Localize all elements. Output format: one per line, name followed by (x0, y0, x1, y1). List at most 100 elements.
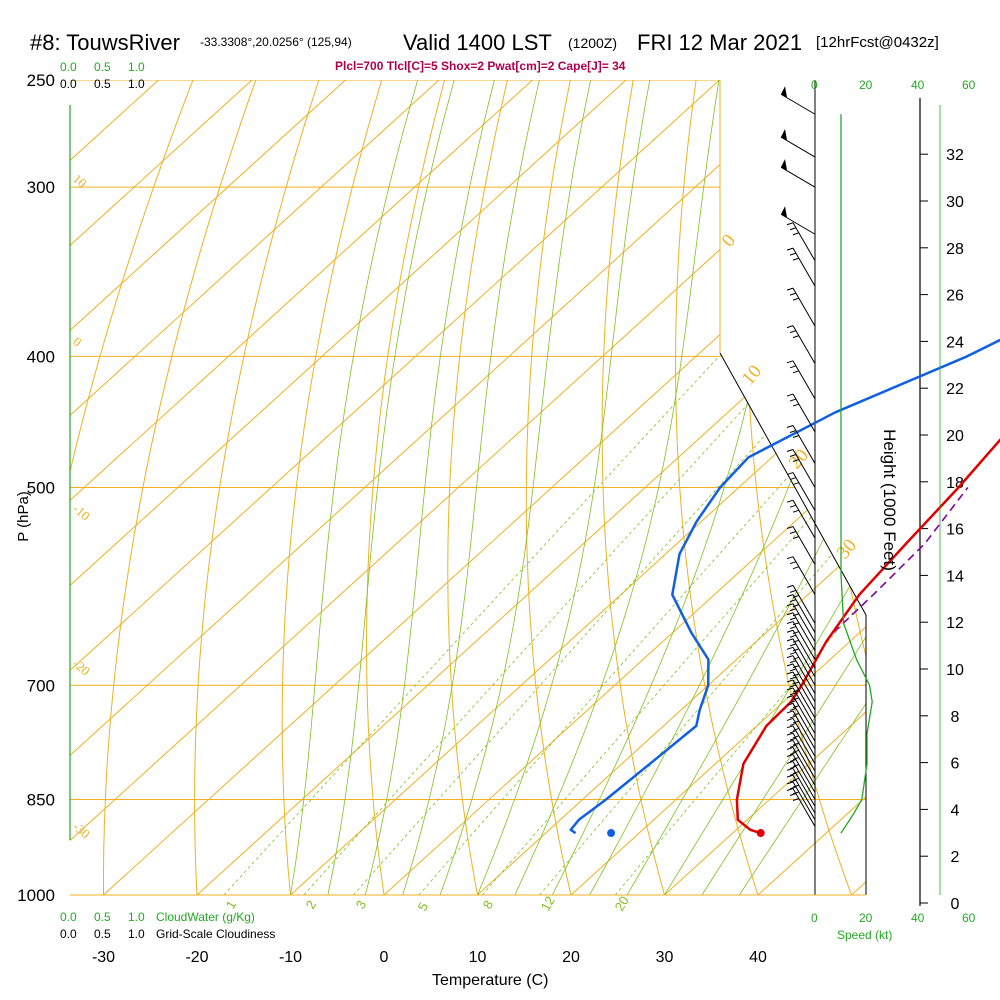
wind-barb-feather-740-2 (792, 689, 800, 693)
wind-barb-feather-570-0 (786, 526, 794, 530)
mixing-ratio-20 (614, 356, 866, 895)
wind-barb-feather-430-2 (792, 370, 800, 374)
wind-barb-380 (792, 287, 816, 327)
forecast-run: [12hrFcst@0432z] (816, 34, 939, 51)
wind-barb-455 (792, 393, 816, 433)
height-tick-20: 20 (946, 428, 964, 445)
speed-tick-bottom-2: 40 (911, 911, 925, 925)
wind-barb-feather-720-1 (789, 668, 797, 672)
wind-barb-flag-265 (781, 86, 787, 98)
wind-barb-feather-340-0 (786, 222, 794, 226)
isotherm-label-0: 0 (718, 230, 740, 251)
x-tick-40: 40 (749, 949, 767, 966)
dry-adiabat-30 (601, 80, 665, 895)
dry-adiabat--40 (70, 80, 194, 895)
wind-barb-430 (792, 360, 816, 400)
cloudiness-label: Grid-Scale Cloudiness (156, 927, 276, 941)
wind-barb-feather-710-0 (786, 655, 794, 659)
moist-adiabat-2 (402, 80, 540, 895)
wind-barb-feather-750-2 (792, 697, 800, 701)
mixing-ratio-12 (539, 356, 866, 895)
wind-barb-feather-660-2 (792, 622, 800, 626)
wind-barb-feather-880-0 (786, 781, 794, 785)
wind-barb-feather-430-0 (786, 360, 794, 364)
cloudiness-tick-bottom-1: 0.5 (94, 927, 111, 941)
wind-barb-405 (792, 325, 816, 364)
speed-label: Speed (kt) (837, 928, 893, 942)
wind-barb-feather-630-2 (792, 594, 800, 598)
wind-barb-feather-650-0 (786, 603, 794, 607)
moist-adiabat-38 (738, 80, 866, 895)
dry-adiabat-20 (525, 80, 572, 895)
cloudwater-tick-bottom-2: 1.0 (128, 910, 145, 924)
x-tick-20: 20 (562, 949, 580, 966)
wind-barb-520 (792, 472, 816, 511)
isotherm--60 (70, 80, 720, 895)
height-tick-14: 14 (946, 568, 964, 585)
wind-barb-feather-820-0 (786, 739, 794, 743)
wind-barb-feather-820-2 (792, 749, 800, 753)
wind-barb-870 (792, 774, 816, 814)
wind-barb-feather-600-1 (789, 561, 797, 565)
dry-adiabat-label-2: -10 (70, 501, 93, 524)
wind-barb-feather-820-1 (789, 744, 797, 748)
grid-layer (70, 80, 866, 895)
station-title: #8: TouwsRiver (30, 30, 180, 55)
wind-barb-850 (792, 761, 816, 800)
wind-barb-feather-660-0 (786, 612, 794, 616)
wind-barb-780 (792, 710, 816, 750)
wind-barb-feather-790-2 (792, 727, 800, 731)
height-tick-2: 2 (951, 849, 960, 866)
wind-barb-355 (792, 247, 816, 287)
height-tick-10: 10 (946, 662, 964, 679)
wind-barb-300 (780, 166, 816, 188)
wind-barb-feather-500-2 (792, 459, 800, 462)
isotherm-50 (851, 80, 866, 895)
speed-tick-top-3: 60 (962, 78, 976, 92)
cloudiness-tick-top-0: 0.0 (60, 77, 77, 91)
wind-barb-880 (792, 781, 816, 821)
wind-barb-feather-455-0 (786, 393, 794, 397)
cloudwater-label: CloudWater (g/Kg) (156, 910, 255, 924)
utc-time: (1200Z) (568, 35, 618, 51)
moist-adiabat-6 (439, 80, 591, 895)
wind-barb-feather-860-2 (792, 777, 800, 781)
wind-barb-feather-730-1 (789, 676, 797, 680)
p-tick-1000: 1000 (17, 886, 55, 905)
isotherm-label-10: 10 (738, 361, 766, 389)
wind-barb-325 (780, 213, 816, 235)
moist-adiabat--2 (364, 80, 495, 895)
wind-barb-660 (792, 612, 816, 651)
mixing-ratio-2 (303, 356, 792, 895)
wind-barb-feather-520-2 (792, 482, 800, 486)
wind-barb-feather-500-1 (789, 454, 797, 457)
height-tick-0: 0 (951, 896, 960, 913)
moist-adiabat-26 (626, 80, 866, 895)
height-tick-16: 16 (946, 522, 964, 539)
wind-barb-feather-810-2 (792, 742, 800, 746)
x-tick-30: 30 (656, 949, 674, 966)
wind-barb-flag-300 (781, 159, 787, 171)
height-tick-30: 30 (946, 194, 964, 211)
wind-barb-feather-740-1 (789, 684, 797, 688)
cloudwater-tick-top-2: 1.0 (128, 60, 145, 74)
wind-barb-feather-720-2 (792, 673, 800, 677)
wind-barb-790 (792, 718, 816, 757)
wind-barb-feather-760-2 (792, 705, 800, 709)
wind-barb-740 (792, 679, 816, 719)
dry-adiabat-40 (675, 80, 759, 895)
wind-barb-feather-870-0 (786, 774, 794, 778)
dry-adiabat-10 (447, 80, 508, 895)
mixing-ratio-3 (352, 356, 837, 895)
height-axis-title: Height (1000 Feet) (879, 429, 899, 571)
wind-barb-feather-405-1 (789, 330, 797, 334)
wind-barb-feather-660-1 (789, 617, 797, 621)
wind-barb-545 (792, 499, 816, 539)
wind-barb-feather-340-2 (792, 232, 800, 236)
moist-adiabat--6 (327, 80, 455, 895)
p-tick-500: 500 (27, 479, 55, 498)
wind-barb-730 (792, 671, 816, 711)
wind-barb-570 (792, 526, 816, 565)
dry-adiabat-label-1: 0 (70, 334, 85, 350)
wind-barb-feather-700-1 (789, 651, 797, 655)
